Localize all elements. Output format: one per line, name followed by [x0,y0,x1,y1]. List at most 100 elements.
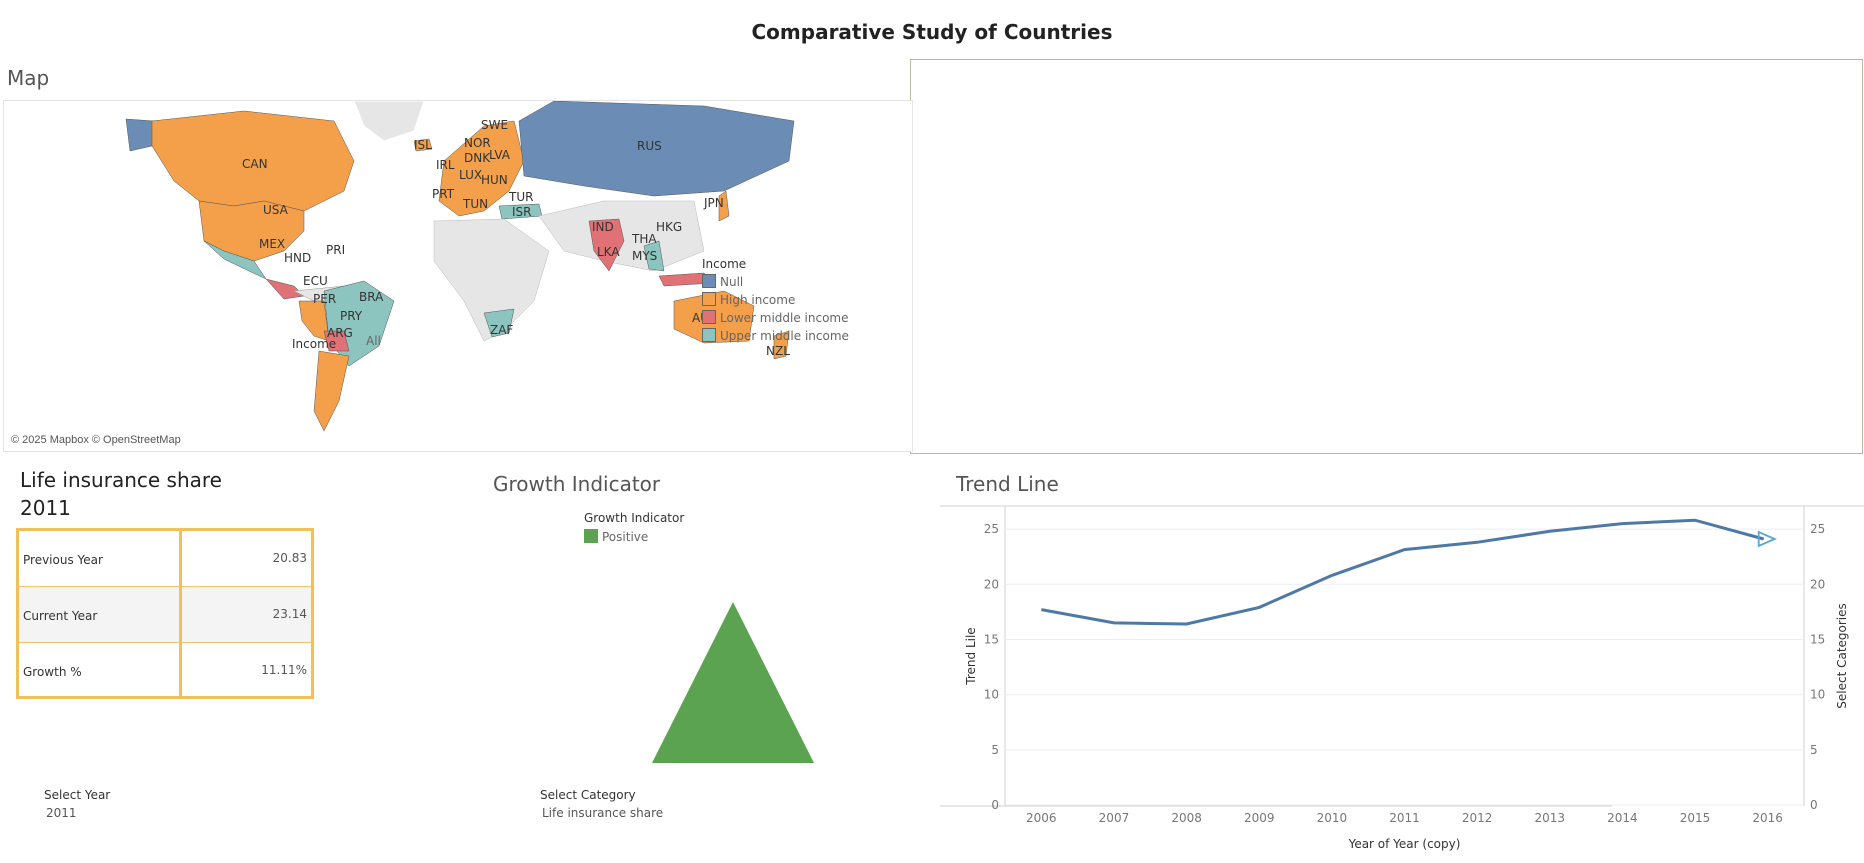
legend-item-upper-middle[interactable]: Upper middle income [702,328,849,343]
empty-panel [910,59,1863,454]
map-title: Map [7,66,50,90]
map-label-tun: TUN [463,197,489,211]
map-label-isr: ISR [512,205,532,219]
map-label-zaf: ZAF [490,323,514,337]
select-year-value[interactable]: 2011 [46,806,77,820]
growth-title: Growth Indicator [493,472,661,496]
trend-x-tick-label: 2006 [1026,811,1057,825]
legend-swatch [702,310,716,324]
trend-y2-tick-label: 20 [1810,577,1825,591]
kpi-value: 23.14 [272,607,307,621]
map-attribution[interactable]: © 2025 Mapbox © OpenStreetMap [11,434,181,446]
kpi-row-current: Current Year 23.14 [19,587,311,643]
map-label-arg: ARG [327,326,353,340]
kpi-title: Life insurance share 2011 [20,466,222,522]
map-label-mys: MYS [632,249,658,263]
map-label-pri: PRI [326,243,346,257]
select-category-value[interactable]: Life insurance share [542,806,664,820]
kpi-title-line1: Life insurance share [20,468,222,492]
trend-chart[interactable]: 0 5 10 15 20 25 0 5 10 15 20 25 2006 2007 2008 2009 20… [940,500,1864,863]
map-label-can: CAN [242,157,268,171]
trend-y-axis-right: 0 5 10 15 20 25 [1810,522,1825,812]
map-label-tha: THA [632,232,657,246]
map-label-ind: IND [592,220,614,234]
select-category-label: Select Category [540,788,636,802]
map-label-nzl: NZL [766,344,790,358]
map-label-swe: SWE [481,118,509,132]
trend-title: Trend Line [956,472,1059,496]
map-legend: Income Null High income Lower middle inc… [702,257,849,343]
map-label-jpn: JPN [704,196,724,210]
map-label-prt: PRT [432,187,455,201]
growth-legend-title: Growth Indicator [584,511,685,525]
trend-x-tick-label: 2013 [1534,811,1565,825]
map-label-lka: LKA [597,245,620,259]
map-label-isl: ISL [414,138,432,152]
trend-y-tick-label: 0 [991,798,999,812]
world-map[interactable]: CAN USA MEX HND PRI ECU PER BRA PRY ARG … [3,100,913,452]
income-filter-label: Income [292,337,337,351]
kpi-value: 20.83 [272,551,307,565]
trend-y-tick-label: 15 [984,632,999,646]
trend-x-tick-label: 2008 [1171,811,1202,825]
map-label-tur: TUR [509,190,534,204]
map-label-usa: USA [263,203,288,217]
kpi-label: Growth % [23,665,82,679]
map-label-pry: PRY [340,309,363,323]
map-canvas [4,101,912,451]
legend-swatch [702,292,716,306]
kpi-value: 11.11% [261,663,307,677]
legend-item-high[interactable]: High income [702,292,849,307]
growth-legend-item[interactable]: Positive [584,529,684,544]
map-label-bra: BRA [359,290,384,304]
map-label-lva: LVA [489,148,511,162]
trend-gridlines [1005,528,1804,806]
growth-triangle-icon[interactable] [652,602,814,763]
trend-y2-tick-label: 10 [1810,688,1825,702]
map-label-dnk: DNK [464,151,491,165]
trend-y2-tick-label: 0 [1810,798,1818,812]
legend-item-lower-middle[interactable]: Lower middle income [702,310,849,325]
map-legend-title: Income [702,257,747,271]
trend-x-tick-label: 2016 [1752,811,1783,825]
trend-line[interactable] [1041,518,1765,626]
trend-end-marker[interactable] [1757,530,1777,548]
legend-swatch [702,328,716,342]
kpi-row-growth: Growth % 11.11% [19,643,311,699]
map-label-irl: IRL [436,158,455,172]
kpi-label: Previous Year [23,553,103,567]
kpi-label: Current Year [23,609,98,623]
trend-y2-tick-label: 5 [1810,743,1818,757]
trend-y2-tick-label: 15 [1810,632,1825,646]
growth-legend: Growth Indicator Positive [584,511,684,544]
map-label-per: PER [313,292,337,306]
income-filter-value[interactable]: All [366,334,381,348]
trend-x-tick-label: 2010 [1317,811,1348,825]
trend-y-axis-left: 0 5 10 15 20 25 [984,522,999,812]
map-label-hnd: HND [284,251,312,265]
map-label-rus: RUS [637,139,662,153]
trend-x-axis-title: Year of Year (copy) [1348,837,1461,851]
kpi-row-previous: Previous Year 20.83 [19,531,311,587]
map-label-hkg: HKG [656,220,683,234]
map-label-hun: HUN [481,173,508,187]
kpi-divider [179,531,182,696]
trend-y2-tick-label: 25 [1810,522,1825,536]
trend-x-tick-label: 2009 [1244,811,1275,825]
trend-y-tick-label: 20 [984,577,999,591]
trend-y2-axis-title: Select Categories [1835,603,1849,709]
legend-swatch [702,274,716,288]
trend-y-tick-label: 25 [984,522,999,536]
map-label-nor: NOR [464,136,491,150]
legend-swatch [584,529,598,543]
trend-x-axis: 2006 2007 2008 2009 2010 2011 2012 2013 2014 2015… [1026,811,1783,825]
trend-x-tick-label: 2007 [1099,811,1130,825]
trend-y-axis-title: Trend Lile [964,627,978,685]
trend-y-tick-label: 10 [984,688,999,702]
growth-indicator-chart [652,602,814,763]
trend-x-tick-label: 2015 [1680,811,1711,825]
dashboard-title: Comparative Study of Countries [751,20,1113,44]
kpi-table: Previous Year 20.83 Current Year 23.14 G… [16,528,314,699]
legend-item-null[interactable]: Null [702,274,849,289]
trend-x-tick-label: 2012 [1462,811,1493,825]
